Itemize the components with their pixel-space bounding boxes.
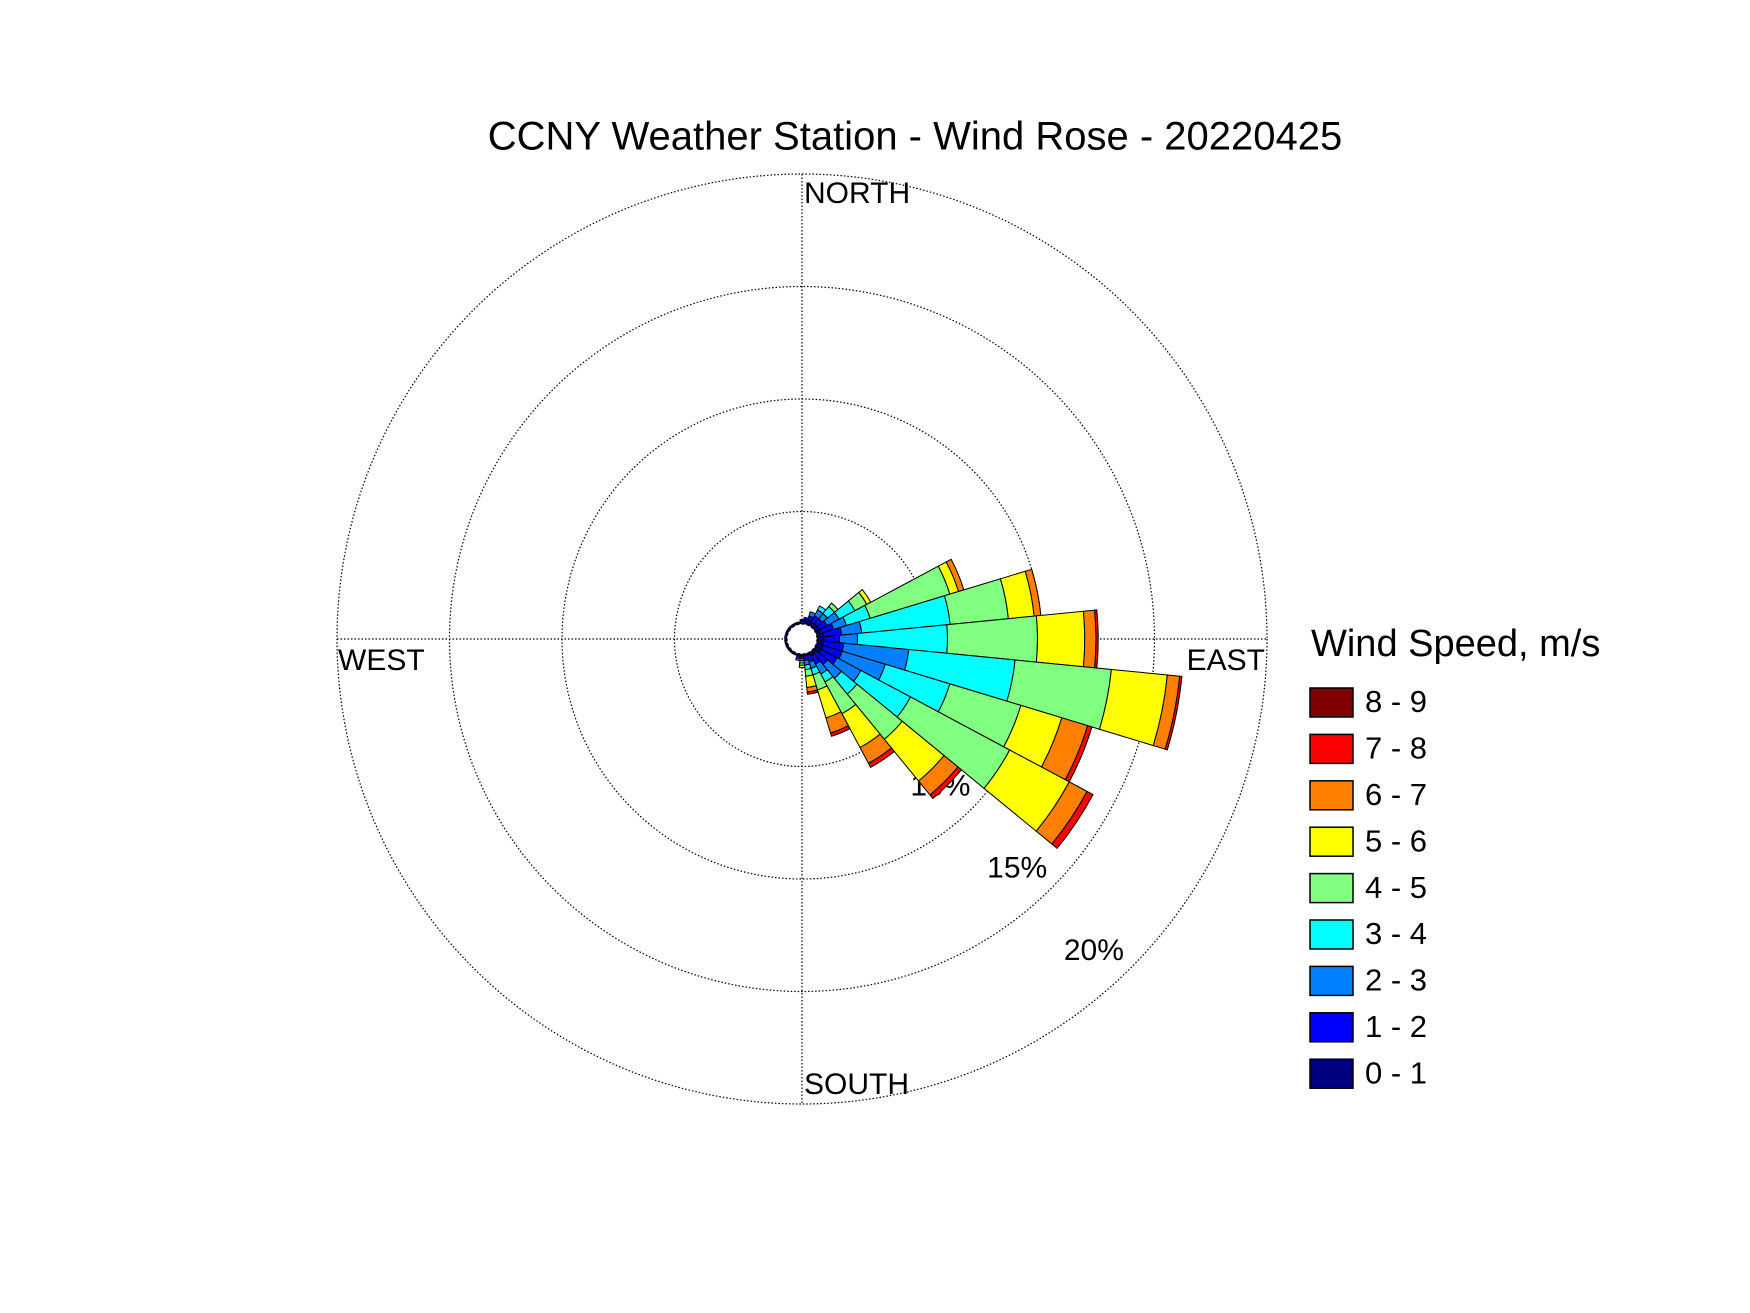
r-tick-label: 15% (987, 852, 1047, 885)
legend-label: 7 - 8 (1365, 731, 1427, 766)
direction-label: EAST (1187, 644, 1265, 677)
legend-swatch (1309, 872, 1354, 904)
legend-swatch (1309, 919, 1354, 950)
wedge-segment (1164, 675, 1183, 751)
direction-label: WEST (338, 644, 425, 677)
wedge-segment (1051, 790, 1094, 850)
chart-title: CCNY Weather Station - Wind Rose - 20220… (488, 115, 1343, 159)
grid-ring (336, 173, 1268, 1105)
wedge-segment (806, 689, 819, 695)
wedge-segment (867, 747, 896, 768)
legend-swatch (1309, 687, 1354, 718)
legend-swatch (1309, 733, 1354, 765)
wedge-segment (1035, 610, 1086, 668)
legend-swatch (1309, 1012, 1354, 1043)
r-tick-label: 20% (1064, 934, 1124, 967)
wedge-segment (829, 724, 851, 737)
legend-label: 3 - 4 (1365, 916, 1427, 951)
wedge-segment (1082, 609, 1097, 669)
direction-label: NORTH (804, 177, 910, 210)
legend-label: 2 - 3 (1365, 963, 1427, 998)
wedge-segment (798, 664, 806, 669)
legend-swatch (1309, 965, 1354, 997)
center-hole (786, 623, 818, 655)
legend-label: 6 - 7 (1365, 777, 1427, 812)
wedge-segment (795, 657, 801, 662)
legend-title: Wind Speed, m/s (1311, 623, 1600, 665)
legend-label: 5 - 6 (1365, 823, 1427, 858)
legend-swatch (1309, 780, 1354, 811)
legend-label: 8 - 9 (1365, 684, 1427, 719)
direction-label: SOUTH (804, 1068, 909, 1101)
legend-label: 0 - 1 (1365, 1055, 1427, 1090)
legend-swatch (1309, 826, 1354, 857)
legend-swatch (1309, 1058, 1354, 1089)
legend-label: 1 - 2 (1365, 1009, 1427, 1044)
grid-ring (448, 285, 1156, 993)
legend-label: 4 - 5 (1365, 870, 1427, 905)
